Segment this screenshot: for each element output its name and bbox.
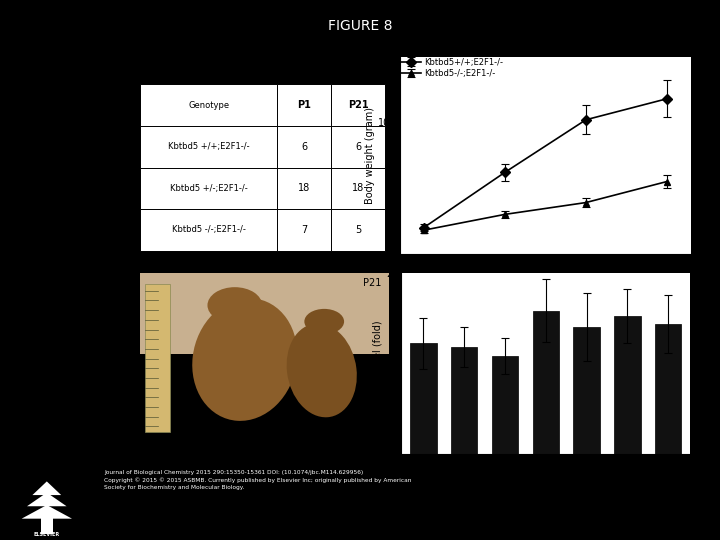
Bar bbox=[140, 84, 277, 126]
Bar bbox=[492, 356, 518, 454]
Bar bbox=[140, 167, 277, 209]
Text: Kbtbd5 +/-;E2F1-/-: Kbtbd5 +/-;E2F1-/- bbox=[170, 184, 248, 193]
Bar bbox=[533, 310, 559, 454]
Text: D: D bbox=[366, 252, 378, 266]
X-axis label: Days after birth: Days after birth bbox=[507, 275, 584, 286]
Polygon shape bbox=[32, 482, 61, 495]
Bar bbox=[573, 327, 600, 454]
Bar bbox=[140, 209, 277, 251]
Text: Kbtbd5 +/+;E2F1-/-: Kbtbd5 +/+;E2F1-/- bbox=[168, 142, 250, 151]
Ellipse shape bbox=[207, 287, 262, 323]
Ellipse shape bbox=[305, 309, 344, 334]
Bar bbox=[140, 273, 389, 354]
Bar bbox=[145, 284, 170, 432]
Bar bbox=[277, 209, 331, 251]
Text: Kbtbd5 -/-;E2F1-/-: Kbtbd5 -/-;E2F1-/- bbox=[172, 225, 246, 234]
Polygon shape bbox=[22, 505, 72, 518]
Text: Journal of Biological Chemistry 2015 290:15350-15361 DOI: (10.1074/jbc.M114.6299: Journal of Biological Chemistry 2015 290… bbox=[104, 470, 412, 490]
Bar bbox=[331, 126, 385, 167]
Y-axis label: Body weight (gram): Body weight (gram) bbox=[366, 107, 375, 204]
Ellipse shape bbox=[287, 323, 357, 417]
Bar bbox=[277, 126, 331, 167]
Text: P21: P21 bbox=[348, 100, 369, 110]
Bar bbox=[410, 343, 437, 454]
Text: 18: 18 bbox=[352, 183, 364, 193]
Text: 6: 6 bbox=[355, 141, 361, 152]
Text: FIGURE 8: FIGURE 8 bbox=[328, 19, 392, 33]
Text: Kbtbd5-/-
:E2F1-/-: Kbtbd5-/- :E2F1-/- bbox=[292, 429, 327, 448]
Text: P1: P1 bbox=[297, 100, 311, 110]
Bar bbox=[331, 209, 385, 251]
Polygon shape bbox=[27, 492, 67, 507]
Text: C: C bbox=[125, 253, 136, 267]
Bar bbox=[277, 167, 331, 209]
Text: 18: 18 bbox=[298, 183, 310, 193]
Text: ELSEVIER: ELSEVIER bbox=[34, 532, 60, 537]
Text: A: A bbox=[130, 43, 141, 57]
Y-axis label: mRNA level (fold): mRNA level (fold) bbox=[373, 320, 383, 406]
Bar bbox=[614, 316, 641, 454]
Text: Genotype: Genotype bbox=[189, 100, 230, 110]
Bar bbox=[277, 84, 331, 126]
Text: B: B bbox=[364, 35, 375, 49]
Bar bbox=[331, 167, 385, 209]
Legend: Kbtbd5+/+;E2F1-/-, Kbtbd5-/-;E2F1-/-: Kbtbd5+/+;E2F1-/-, Kbtbd5-/-;E2F1-/- bbox=[400, 58, 503, 78]
Bar bbox=[331, 84, 385, 126]
Text: 5: 5 bbox=[355, 225, 361, 235]
Bar bbox=[41, 516, 53, 534]
Text: 6: 6 bbox=[302, 141, 307, 152]
Ellipse shape bbox=[192, 298, 297, 421]
Bar bbox=[654, 324, 681, 454]
Text: P21: P21 bbox=[363, 278, 382, 288]
Bar bbox=[451, 347, 477, 454]
Text: Kbtbd5+/+
:E2F1-/-: Kbtbd5+/+ :E2F1-/- bbox=[194, 429, 236, 448]
Bar bbox=[140, 126, 277, 167]
Text: 7: 7 bbox=[301, 225, 307, 235]
